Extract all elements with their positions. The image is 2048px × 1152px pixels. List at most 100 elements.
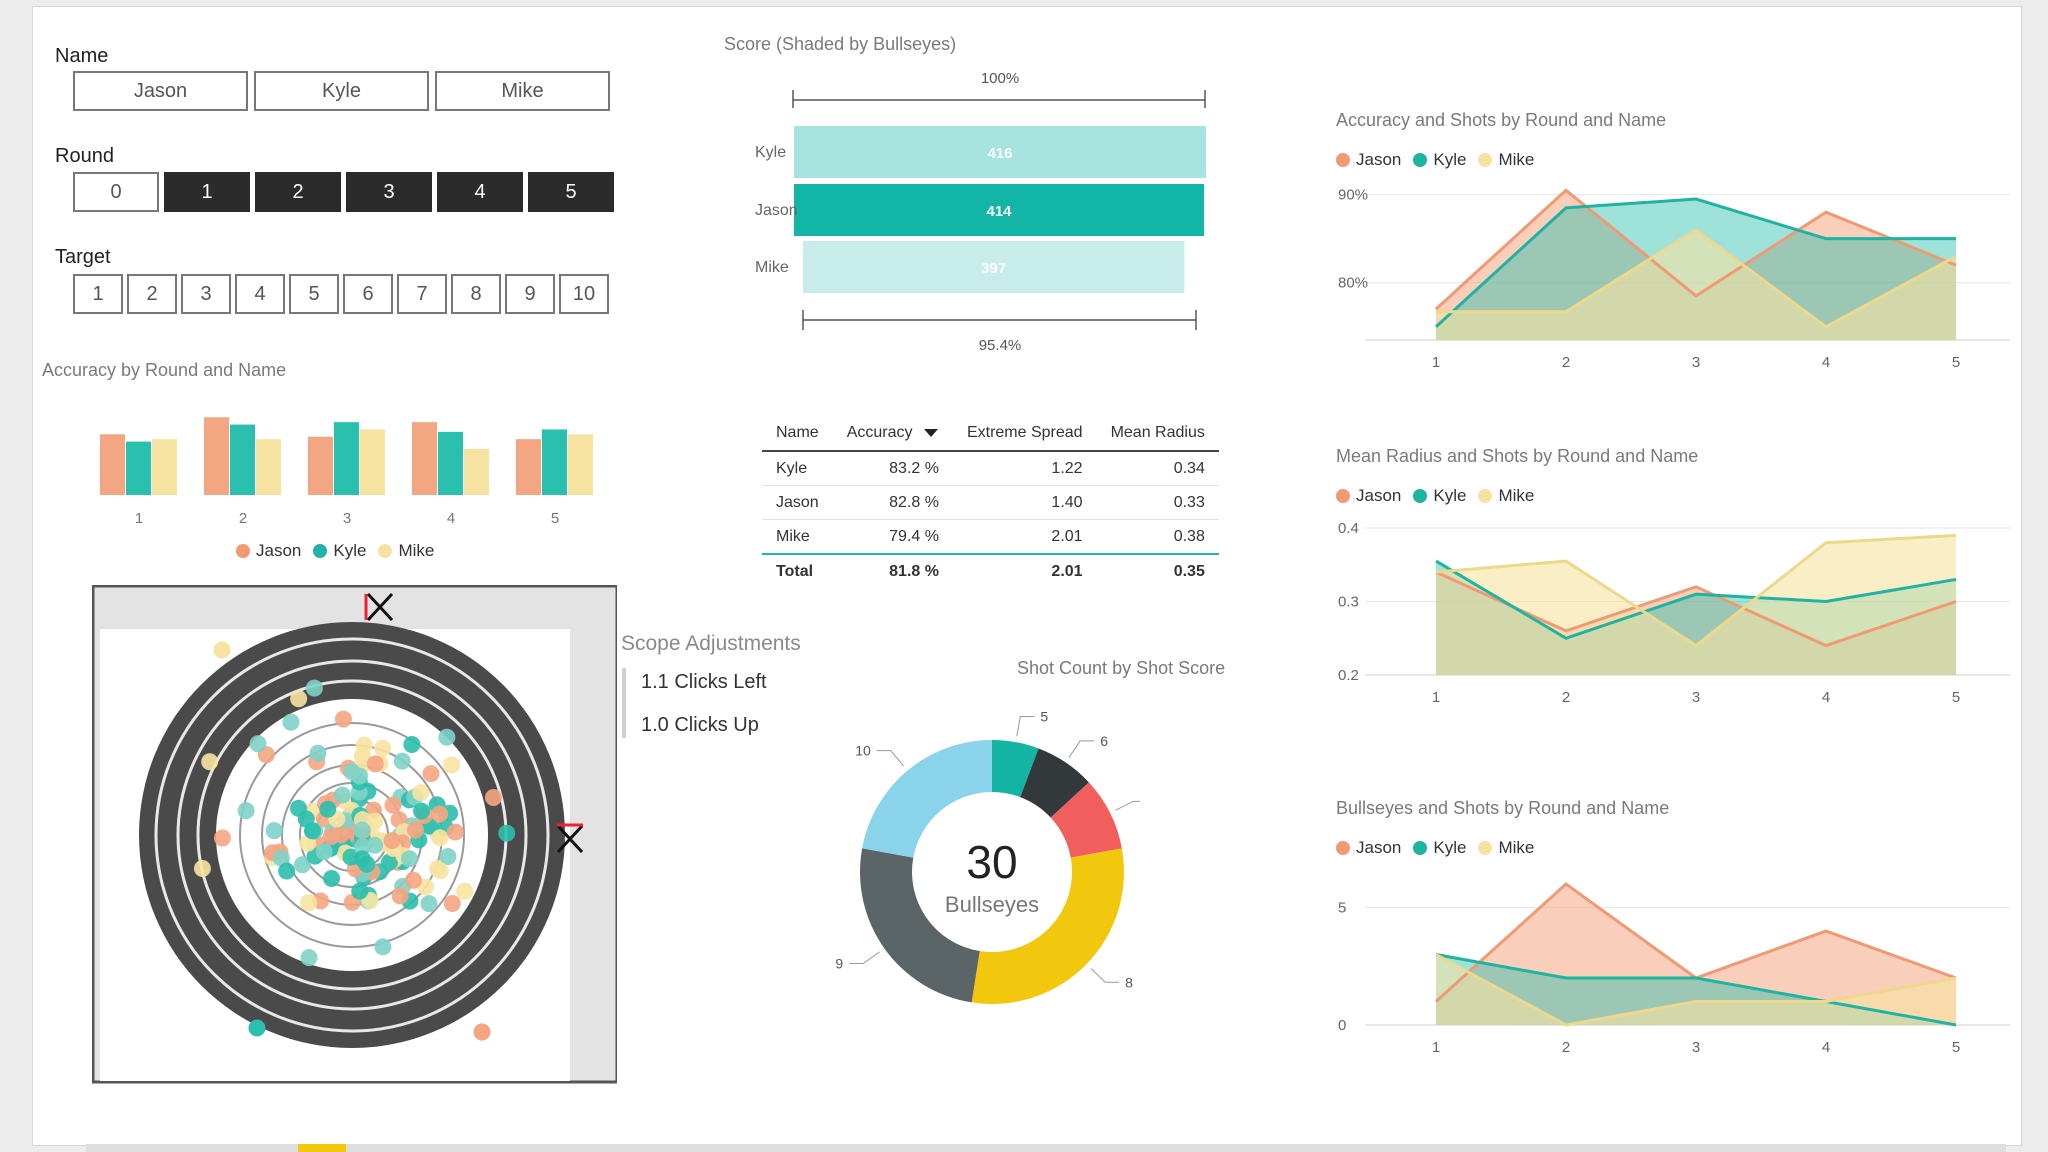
col-header-mean-radius[interactable]: Mean Radius xyxy=(1096,416,1219,452)
area-jason[interactable] xyxy=(1436,884,1956,1025)
shot-marker xyxy=(484,789,502,807)
x-tick-label: 2 xyxy=(1562,1039,1570,1056)
line-mike[interactable] xyxy=(1435,953,1957,1027)
target-visual[interactable] xyxy=(92,585,617,1085)
score-bar-mike[interactable] xyxy=(803,241,1185,293)
target-option-8[interactable]: 8 xyxy=(451,274,501,314)
table-row[interactable]: Mike 79.4 % 2.01 0.38 xyxy=(762,519,1219,555)
score-bar-jason[interactable] xyxy=(794,184,1205,236)
legend-label-kyle[interactable]: Kyle xyxy=(1433,150,1467,169)
bar-jason[interactable] xyxy=(412,422,437,495)
radius-area-chart: 0.4 0.3 0.2 1 2 3 4 5 xyxy=(1338,520,2010,706)
legend-label-jason[interactable]: Jason xyxy=(1356,486,1402,505)
name-option-kyle[interactable]: Kyle xyxy=(254,71,429,111)
legend-label-jason[interactable]: Jason xyxy=(1356,150,1402,169)
legend-marker-mike xyxy=(378,544,393,558)
donut-slice-5[interactable] xyxy=(992,740,1039,798)
target-option-10[interactable]: 10 xyxy=(559,274,609,314)
line-mike[interactable] xyxy=(1435,533,1957,648)
col-header-name[interactable]: Name xyxy=(762,416,833,452)
name-option-mike[interactable]: Mike xyxy=(435,71,610,111)
target-option-3[interactable]: 3 xyxy=(181,274,231,314)
donut-slice-8[interactable] xyxy=(971,848,1124,1004)
bar-jason[interactable] xyxy=(308,436,333,495)
legend-label-jason[interactable]: Jason xyxy=(1356,838,1402,857)
round-option-4[interactable]: 4 xyxy=(437,172,523,212)
legend-label-mike[interactable]: Mike xyxy=(398,541,435,560)
col-header-name-label: Name xyxy=(776,424,819,441)
area-mike[interactable] xyxy=(1436,535,1956,675)
col-header-accuracy[interactable]: Accuracy xyxy=(832,416,953,452)
bar-kyle[interactable] xyxy=(230,424,255,495)
round-option-0[interactable]: 0 xyxy=(73,172,159,212)
bar-kyle[interactable] xyxy=(126,441,151,495)
cell-accuracy: 83.2 % xyxy=(832,451,953,486)
col-header-mean-radius-label: Mean Radius xyxy=(1110,424,1205,441)
legend-label-mike[interactable]: Mike xyxy=(1498,486,1535,505)
legend-label-kyle[interactable]: Kyle xyxy=(1433,486,1467,505)
donut-slice-label: 6 xyxy=(1100,733,1108,749)
target-option-2[interactable]: 2 xyxy=(127,274,177,314)
cell-extreme-spread: 2.01 xyxy=(952,519,1097,555)
shot-marker xyxy=(237,802,255,820)
legend-label-mike[interactable]: Mike xyxy=(1498,838,1535,857)
sort-desc-icon[interactable] xyxy=(923,428,939,438)
cell-mean-radius: 0.34 xyxy=(1096,451,1219,486)
area-jason[interactable] xyxy=(1436,190,1956,340)
bar-kyle[interactable] xyxy=(334,422,359,495)
round-option-5[interactable]: 5 xyxy=(528,172,614,212)
legend-marker-jason xyxy=(236,544,250,558)
bar-mike[interactable] xyxy=(360,429,385,495)
bar-jason[interactable] xyxy=(100,434,125,495)
table-row[interactable]: Jason 82.8 % 1.40 0.33 xyxy=(762,485,1219,520)
area-mike[interactable] xyxy=(1436,954,1956,1025)
shot-marker xyxy=(438,728,456,746)
legend-label-kyle[interactable]: Kyle xyxy=(1433,838,1467,857)
table-row[interactable]: Kyle 83.2 % 1.22 0.34 xyxy=(762,451,1219,486)
line-kyle[interactable] xyxy=(1434,197,1956,328)
legend-label-jason[interactable]: Jason xyxy=(256,541,302,560)
bar-mike[interactable] xyxy=(152,439,177,495)
bar-jason[interactable] xyxy=(204,417,229,495)
bar-kyle[interactable] xyxy=(438,431,463,495)
col-header-extreme-spread[interactable]: Extreme Spread xyxy=(952,416,1097,452)
bullseye-area-title: Bullseyes and Shots by Round and Name xyxy=(1336,798,1670,818)
bar-mike[interactable] xyxy=(568,434,593,495)
accuracy-area-title: Accuracy and Shots by Round and Name xyxy=(1336,110,1667,130)
target-option-7[interactable]: 7 xyxy=(397,274,447,314)
donut-slice-7[interactable] xyxy=(1050,782,1122,858)
score-bar-kyle[interactable] xyxy=(794,126,1206,178)
shot-marker xyxy=(290,690,308,708)
legend-label-kyle[interactable]: Kyle xyxy=(333,541,367,560)
round-option-2[interactable]: 2 xyxy=(255,172,341,212)
target-option-5[interactable]: 5 xyxy=(289,274,339,314)
donut-slice-9[interactable] xyxy=(860,848,980,1003)
target-option-1[interactable]: 1 xyxy=(73,274,123,314)
name-option-jason[interactable]: Jason xyxy=(73,71,248,111)
bar-jason[interactable] xyxy=(516,439,541,495)
bar-mike[interactable] xyxy=(464,448,489,495)
target-option-4[interactable]: 4 xyxy=(235,274,285,314)
bar-mike[interactable] xyxy=(256,439,281,495)
line-mike[interactable] xyxy=(1436,228,1957,329)
round-option-3[interactable]: 3 xyxy=(346,172,432,212)
line-jason[interactable] xyxy=(1434,188,1957,311)
bar-kyle[interactable] xyxy=(542,429,567,495)
cell-extreme-spread: 1.40 xyxy=(952,485,1097,520)
shot-marker xyxy=(353,821,371,839)
target-option-6[interactable]: 6 xyxy=(343,274,393,314)
shot-marker xyxy=(420,895,438,913)
line-kyle[interactable] xyxy=(1435,953,1957,1027)
active-page-tab[interactable] xyxy=(298,1144,346,1152)
round-option-1[interactable]: 1 xyxy=(164,172,250,212)
close-icon[interactable] xyxy=(556,823,584,854)
legend-label-mike[interactable]: Mike xyxy=(1498,150,1535,169)
close-icon[interactable] xyxy=(364,592,394,622)
target-option-9[interactable]: 9 xyxy=(505,274,555,314)
scope-title: Scope Adjustments xyxy=(621,632,801,655)
shot-marker xyxy=(431,862,449,880)
line-kyle[interactable] xyxy=(1435,559,1957,640)
donut-center-label: Bullseyes xyxy=(945,892,1039,917)
donut-slice-10[interactable] xyxy=(862,740,992,858)
donut-slice-6[interactable] xyxy=(1020,748,1089,818)
